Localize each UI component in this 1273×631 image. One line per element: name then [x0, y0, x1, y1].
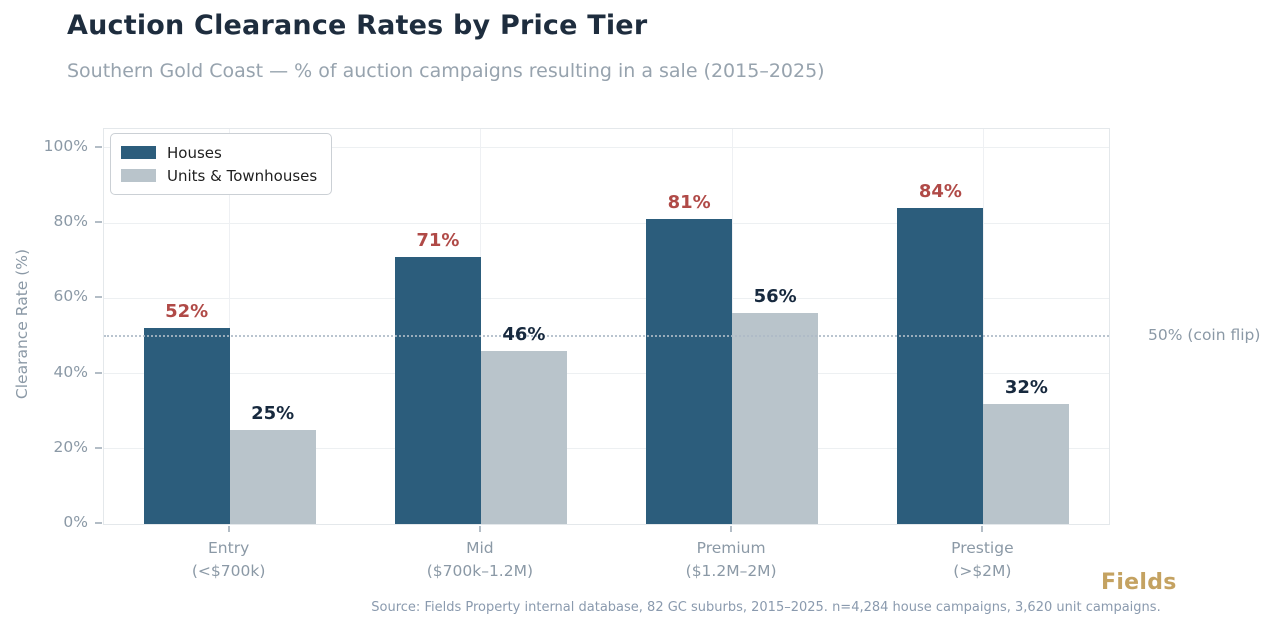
category-name-2: Premium — [696, 539, 766, 557]
legend-swatch-units — [121, 169, 156, 182]
brand-logo: Fields — [1101, 570, 1177, 595]
legend-item-houses: Houses — [121, 141, 317, 164]
ytick-mark-20 — [95, 446, 102, 449]
bar-units-townhouses-0 — [229, 429, 316, 524]
gridline-h-80 — [104, 222, 1109, 224]
value-label-1-3: 32% — [1004, 376, 1048, 398]
category-name-1: Mid — [466, 539, 494, 557]
gridline-h-40 — [104, 373, 1109, 375]
legend: Houses Units & Townhouses — [110, 133, 333, 195]
xtick-mark-1 — [478, 526, 481, 532]
category-range-2: ($1.2M–2M) — [685, 562, 777, 580]
value-label-0-1: 71% — [416, 229, 460, 251]
reference-line-label: 50% (coin flip) — [1148, 326, 1261, 344]
ytick-mark-100 — [95, 145, 102, 148]
legend-item-units: Units & Townhouses — [121, 164, 317, 187]
ytick-label-80: 80% — [53, 212, 88, 231]
value-label-1-0: 25% — [251, 402, 295, 424]
category-range-3: (>$2M) — [953, 562, 1012, 580]
gridline-h-20 — [104, 448, 1109, 450]
category-label-3: Prestige (>$2M) — [852, 537, 1112, 583]
bar-houses-3 — [897, 208, 984, 524]
plot-area: 52% 71% 81% 84% 25% 46% 56% 32% — [103, 128, 1110, 525]
bar-houses-2 — [646, 219, 733, 524]
gridline-v-1 — [480, 129, 482, 524]
chart-subtitle: Southern Gold Coast — % of auction campa… — [67, 60, 825, 82]
legend-label-units: Units & Townhouses — [167, 166, 318, 185]
legend-label-houses: Houses — [167, 143, 222, 162]
legend-swatch-houses — [121, 146, 156, 159]
category-range-0: (<$700k) — [191, 562, 266, 580]
value-label-0-2: 81% — [667, 192, 711, 214]
y-axis-title: Clearance Rate (%) — [13, 248, 31, 400]
category-name-3: Prestige — [951, 539, 1014, 557]
value-label-1-2: 56% — [753, 286, 797, 308]
bar-houses-1 — [394, 256, 481, 524]
bar-units-townhouses-1 — [480, 350, 567, 524]
category-label-0: Entry (<$700k) — [99, 537, 359, 583]
ytick-label-0: 0% — [63, 513, 88, 531]
ytick-mark-0 — [95, 522, 102, 524]
gridline-h-60 — [104, 297, 1109, 299]
value-label-0-0: 52% — [165, 301, 209, 323]
ytick-mark-80 — [95, 221, 102, 224]
chart-title: Auction Clearance Rates by Price Tier — [67, 10, 648, 41]
gridline-h-100 — [104, 147, 1109, 149]
gridline-v-3 — [982, 129, 984, 524]
value-label-1-1: 46% — [502, 323, 546, 345]
ytick-mark-40 — [95, 371, 102, 374]
category-name-0: Entry — [208, 539, 250, 557]
category-label-2: Premium ($1.2M–2M) — [601, 537, 861, 583]
value-label-0-3: 84% — [918, 181, 962, 202]
category-label-1: Mid ($700k–1.2M) — [350, 537, 610, 583]
bar-houses-0 — [143, 328, 230, 524]
ytick-label-40: 40% — [53, 362, 88, 381]
ytick-label-100: 100% — [43, 136, 88, 155]
ytick-mark-60 — [95, 296, 102, 299]
reference-line — [104, 334, 1109, 337]
bar-units-townhouses-2 — [732, 313, 819, 524]
category-range-1: ($700k–1.2M) — [426, 562, 534, 580]
bar-units-townhouses-3 — [983, 403, 1070, 524]
xtick-mark-2 — [730, 526, 733, 532]
xtick-mark-0 — [227, 526, 230, 532]
ytick-label-20: 20% — [53, 437, 88, 456]
source-note: Source: Fields Property internal databas… — [371, 600, 1161, 615]
xtick-mark-3 — [981, 526, 984, 532]
gridline-v-0 — [229, 129, 231, 524]
ytick-label-60: 60% — [53, 287, 88, 306]
